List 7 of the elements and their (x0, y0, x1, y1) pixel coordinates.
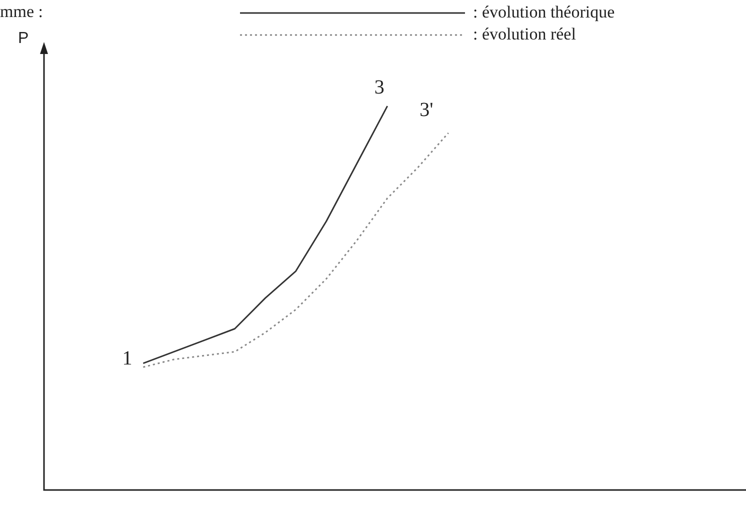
text: : évolution réel (473, 24, 576, 44)
annotation: 3' (420, 99, 434, 122)
text: 3 (374, 76, 384, 98)
text: : évolution théorique (473, 2, 615, 22)
text: mme : (0, 2, 43, 22)
text: P (18, 30, 29, 48)
annotation: 1 (122, 348, 132, 370)
